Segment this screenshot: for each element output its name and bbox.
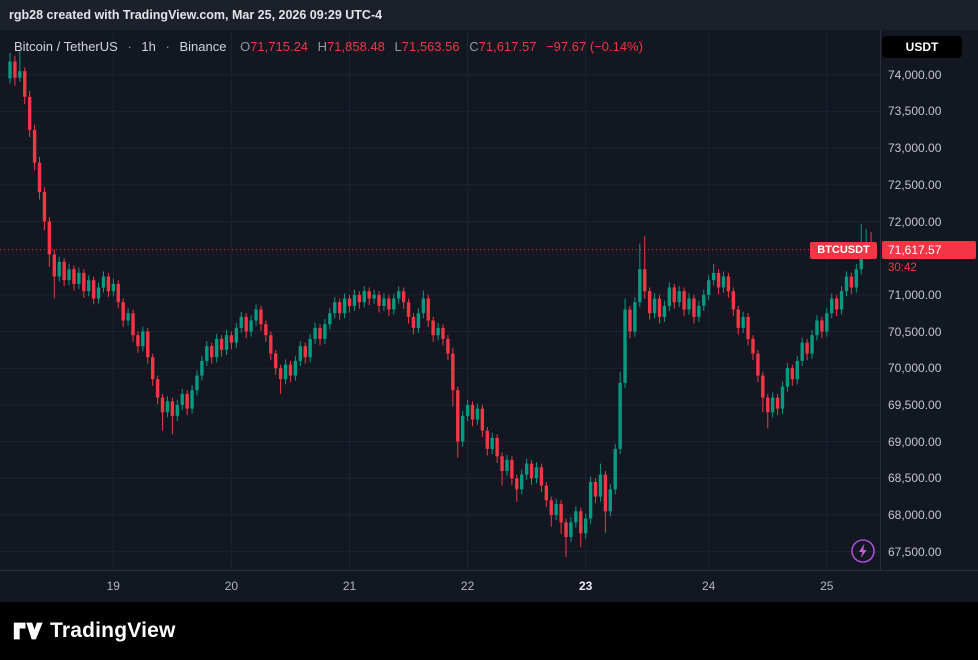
time-tick-label: 25 <box>820 579 834 593</box>
close-value: 71,617.57 <box>478 39 537 54</box>
last-price-value: 71,617.57 <box>888 242 942 257</box>
time-tick-label: 19 <box>106 579 120 593</box>
price-tick-label: 68,500.00 <box>888 471 942 486</box>
price-tick-label: 72,500.00 <box>888 177 942 192</box>
low-label: L <box>394 39 402 54</box>
exchange-label: Binance <box>179 39 227 54</box>
time-tick-label: 23 <box>579 579 593 593</box>
low-value: 71,563.56 <box>401 39 460 54</box>
bar-countdown: 30:42 <box>888 261 917 274</box>
last-price-flag: 71,617.57 <box>882 240 976 259</box>
tradingview-wordmark[interactable]: TradingView <box>50 619 176 642</box>
credit-text: rgb28 created with TradingView.com, Mar … <box>9 8 383 22</box>
tradingview-footer: TradingView <box>0 602 978 660</box>
symbol-title[interactable]: Bitcoin / TetherUS <box>14 39 118 54</box>
credit-bar: rgb28 created with TradingView.com, Mar … <box>0 0 978 30</box>
chart-legend: Bitcoin / TetherUS · 1h · Binance O71,71… <box>14 39 643 54</box>
legend-separator: · <box>165 39 170 54</box>
price-tick-label: 73,500.00 <box>888 104 942 119</box>
time-tick-label: 22 <box>460 579 475 593</box>
price-tick-label: 70,500.00 <box>888 324 942 339</box>
chart-area: Bitcoin / TetherUS · 1h · Binance O71,71… <box>0 30 978 602</box>
price-tick-label: 71,000.00 <box>888 287 942 302</box>
lightning-icon <box>851 539 875 563</box>
tradingview-logo-icon[interactable] <box>13 619 43 643</box>
symbol-price-label: BTCUSDT <box>810 241 877 259</box>
price-tick-label: 72,000.00 <box>888 214 942 229</box>
price-tick-label: 74,000.00 <box>888 67 942 82</box>
high-value: 71,858.48 <box>327 39 385 54</box>
price-chart-canvas[interactable] <box>0 30 880 570</box>
open-label: O <box>240 39 251 54</box>
price-tick-label: 69,500.00 <box>888 397 942 412</box>
price-tick-label: 67,500.00 <box>888 544 942 559</box>
price-tick-label: 70,000.00 <box>888 361 942 376</box>
price-tick-label: 69,000.00 <box>888 434 942 449</box>
change-value: −97.67 (−0.14%) <box>546 39 643 54</box>
time-tick-label: 24 <box>702 579 716 593</box>
price-tick-label: 73,000.00 <box>888 141 942 156</box>
time-tick-label: 21 <box>342 579 357 593</box>
time-scale[interactable]: 19 20 21 22 23 24 25 <box>0 570 978 602</box>
high-label: H <box>317 39 328 54</box>
close-label: C <box>469 39 479 54</box>
open-value: 71,715.24 <box>250 39 309 54</box>
interval-label[interactable]: 1h <box>141 39 156 54</box>
price-tick-label: 68,000.00 <box>888 508 942 522</box>
boost-button[interactable] <box>850 538 876 564</box>
legend-separator: · <box>127 39 132 54</box>
price-scale[interactable]: 71,617.57 30:42 74,000.00 73,500.00 73,000… <box>880 30 978 570</box>
time-tick-label: 20 <box>224 579 239 593</box>
currency-toggle-button[interactable]: USDT <box>882 36 962 58</box>
